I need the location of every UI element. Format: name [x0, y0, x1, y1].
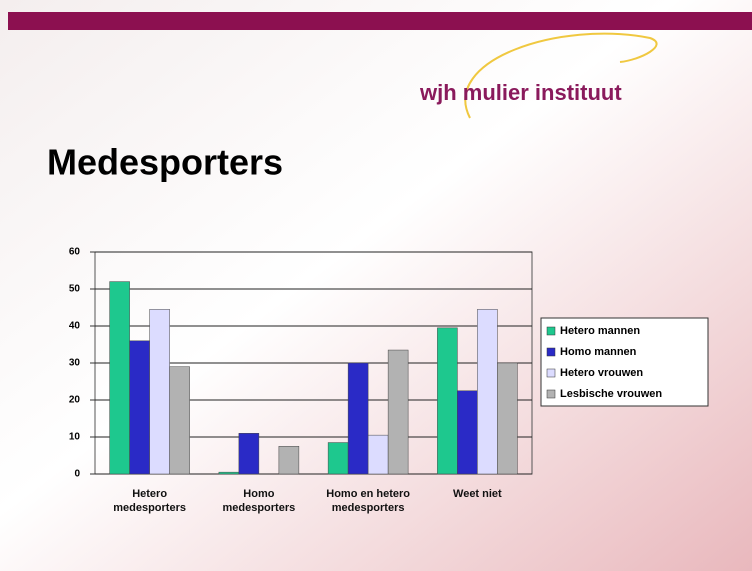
bar	[327, 442, 349, 475]
x-tick-label: Homo en hetero medesporters	[326, 488, 410, 514]
legend-swatch	[546, 368, 556, 378]
y-tick-label: 50	[69, 284, 81, 295]
y-tick-label: 40	[69, 321, 81, 332]
legend	[540, 317, 709, 407]
bar	[169, 366, 190, 475]
y-tick-label: 60	[69, 247, 81, 258]
bar	[367, 434, 389, 475]
legend-swatch	[546, 389, 556, 399]
bar	[387, 349, 409, 475]
bar	[218, 471, 240, 475]
bar	[278, 446, 300, 475]
legend-label: Hetero vrouwen	[560, 367, 643, 379]
top-bar	[8, 12, 752, 30]
bar	[497, 362, 518, 475]
bar	[109, 281, 130, 475]
bar	[149, 309, 170, 475]
legend-swatch	[546, 347, 556, 357]
legend-label: Hetero mannen	[560, 325, 640, 337]
y-tick-label: 20	[69, 395, 81, 406]
bar	[437, 327, 458, 475]
bar	[129, 340, 150, 475]
x-tick-label: Weet niet	[453, 488, 502, 500]
chart-title: Medesporters	[47, 142, 283, 183]
bar	[238, 433, 260, 475]
y-tick-label: 10	[69, 432, 81, 443]
legend-swatch	[546, 326, 556, 336]
y-tick-label: 0	[74, 469, 80, 480]
logo: wjh mulier instituut	[419, 80, 622, 105]
legend-label: Lesbische vrouwen	[560, 388, 662, 400]
logo-arc	[464, 32, 658, 119]
bar	[347, 362, 369, 475]
bar	[457, 390, 478, 475]
y-tick-label: 30	[69, 358, 81, 369]
x-tick-label: Homo medesporters	[222, 488, 296, 514]
x-tick-label: Hetero medesporters	[113, 488, 186, 514]
legend-label: Homo mannen	[560, 346, 637, 358]
bar	[477, 309, 498, 475]
